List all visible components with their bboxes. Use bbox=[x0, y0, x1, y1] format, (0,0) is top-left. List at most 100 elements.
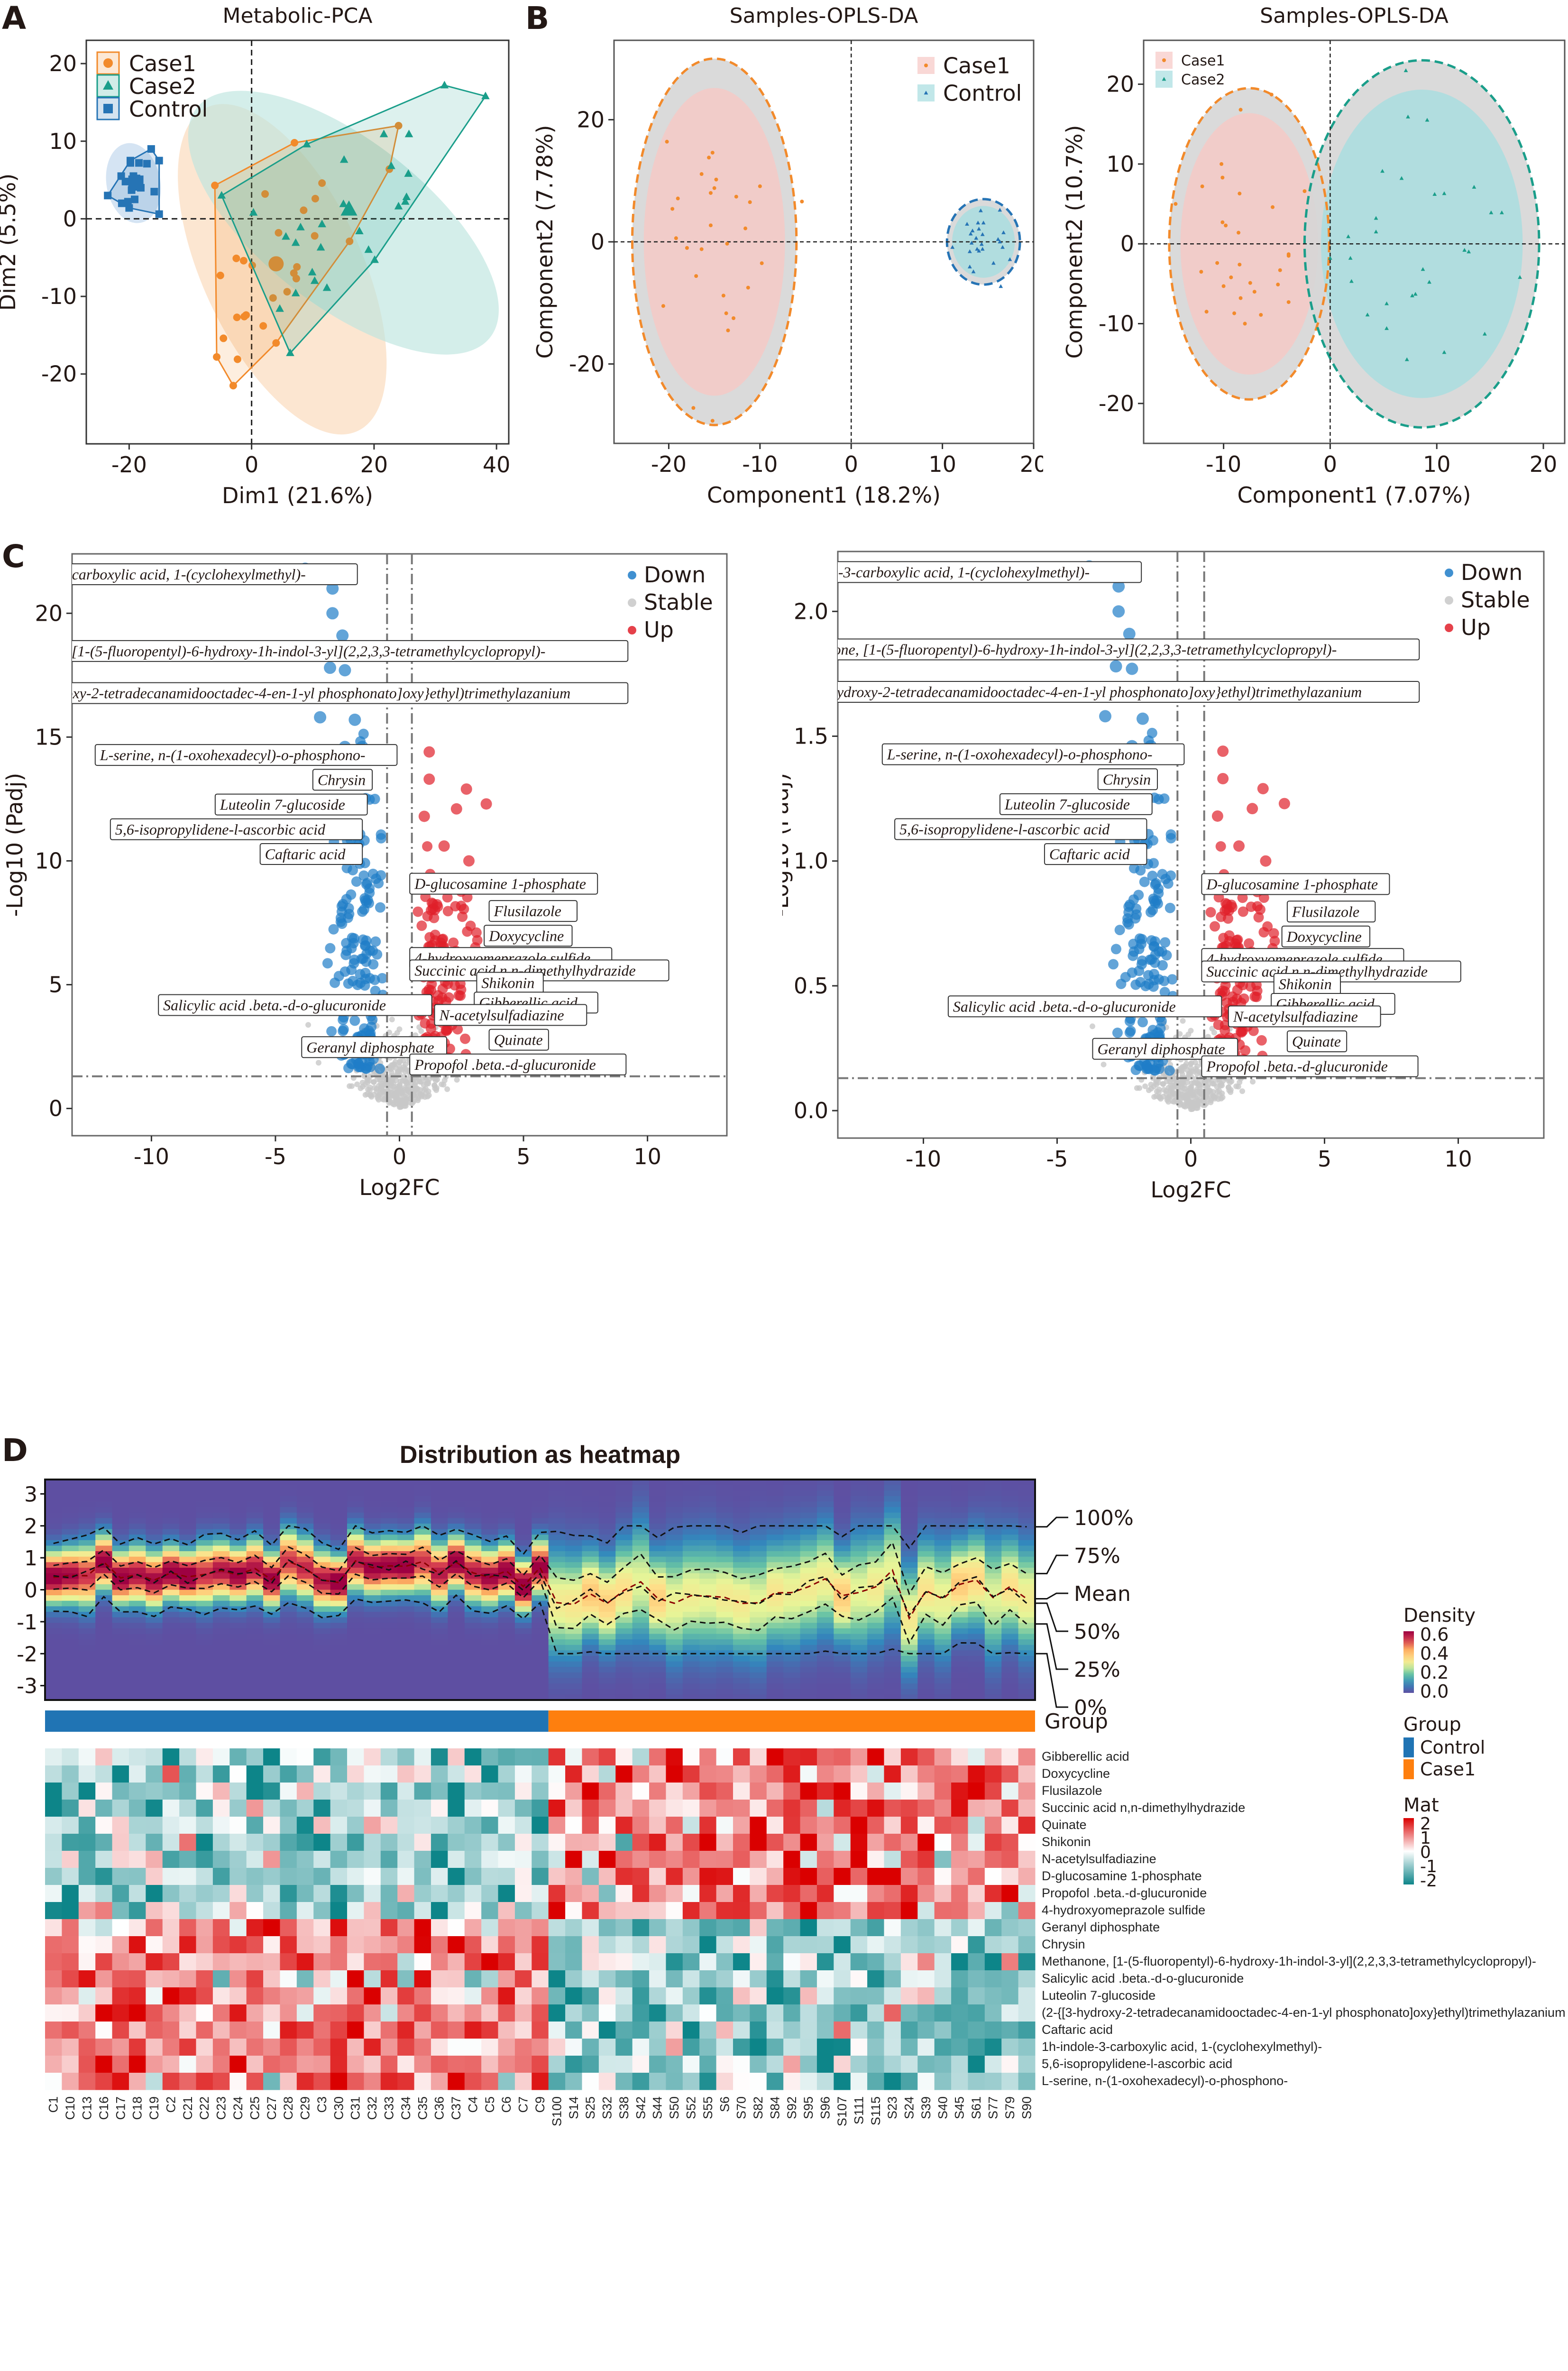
heatmap-cell bbox=[733, 1902, 750, 1920]
density-cell bbox=[146, 1656, 163, 1662]
density-cell bbox=[867, 1524, 884, 1530]
density-cell bbox=[263, 1568, 280, 1574]
density-cell bbox=[800, 1667, 817, 1673]
data-point bbox=[364, 245, 373, 253]
density-cell bbox=[951, 1645, 968, 1651]
heatmap-cell bbox=[45, 1748, 62, 1766]
density-cell bbox=[330, 1634, 348, 1640]
down-point bbox=[376, 829, 386, 840]
heatmap-cell bbox=[816, 1783, 834, 1800]
density-cell bbox=[867, 1600, 884, 1607]
density-cell bbox=[296, 1623, 314, 1629]
density-cell bbox=[162, 1490, 180, 1497]
point-label: Salicylic acid .beta.-d-o-glucuronide bbox=[953, 998, 1176, 1015]
heatmap-cell bbox=[263, 1919, 280, 1937]
stable-point bbox=[1198, 1088, 1204, 1094]
density-cell bbox=[615, 1661, 633, 1667]
density-cell bbox=[884, 1617, 901, 1623]
density-cell bbox=[330, 1689, 348, 1695]
density-cell bbox=[347, 1661, 364, 1667]
point-label: Luteolin 7-glucoside bbox=[1004, 796, 1130, 813]
heatmap-cell bbox=[783, 1868, 801, 1885]
density-cell bbox=[649, 1584, 666, 1590]
density-cell bbox=[397, 1496, 415, 1502]
density-cell bbox=[783, 1661, 801, 1667]
heatmap-cell bbox=[632, 1783, 650, 1800]
heatmap-cell bbox=[330, 1765, 348, 1783]
density-cell bbox=[968, 1689, 985, 1695]
density-cell bbox=[984, 1524, 1002, 1530]
density-cell bbox=[212, 1545, 230, 1552]
heatmap-cell bbox=[682, 1817, 700, 1834]
heatmap-cell bbox=[146, 1851, 163, 1868]
heatmap-cell bbox=[649, 1868, 666, 1885]
heatmap-cell bbox=[951, 1765, 968, 1783]
density-cell bbox=[934, 1606, 952, 1612]
density-cell bbox=[598, 1678, 616, 1684]
density-cell bbox=[146, 1634, 163, 1640]
down-point bbox=[341, 945, 352, 956]
density-cell bbox=[1001, 1507, 1019, 1513]
heatmap-cell bbox=[800, 1817, 817, 1834]
density-cell bbox=[448, 1623, 465, 1629]
heatmap-cell bbox=[448, 1902, 465, 1920]
heatmap-cell bbox=[682, 1902, 700, 1920]
density-cell bbox=[632, 1562, 650, 1568]
row-label: Flusilazole bbox=[1042, 1783, 1102, 1798]
density-cell bbox=[380, 1678, 398, 1684]
data-point bbox=[721, 294, 725, 298]
density-cell bbox=[347, 1678, 364, 1684]
density-cell bbox=[615, 1628, 633, 1634]
density-cell bbox=[750, 1480, 767, 1486]
heatmap-cell bbox=[850, 1800, 868, 1817]
density-cell bbox=[229, 1634, 247, 1640]
density-cell bbox=[699, 1568, 717, 1574]
heatmap-cell bbox=[330, 1834, 348, 1851]
density-cell bbox=[867, 1689, 884, 1695]
density-cell bbox=[750, 1689, 767, 1695]
density-cell bbox=[397, 1600, 415, 1607]
point-label: D-glucosamine 1-phosphate bbox=[414, 875, 586, 892]
heatmap-cell bbox=[330, 1885, 348, 1902]
heatmap-cell bbox=[783, 1765, 801, 1783]
density-cell bbox=[364, 1535, 381, 1541]
up-point bbox=[1205, 907, 1216, 918]
density-cell bbox=[1018, 1656, 1036, 1662]
density-cell bbox=[196, 1650, 213, 1656]
data-point bbox=[970, 229, 975, 233]
density-cell bbox=[179, 1545, 197, 1552]
density-cell bbox=[565, 1606, 582, 1612]
density-cell bbox=[498, 1512, 515, 1518]
density-cell bbox=[968, 1529, 985, 1535]
density-cell bbox=[917, 1540, 935, 1546]
density-cell bbox=[766, 1529, 784, 1535]
density-cell bbox=[900, 1524, 918, 1530]
density-cell bbox=[716, 1628, 734, 1634]
y-axis-label: -Log10 (Padj) bbox=[782, 773, 793, 917]
density-cell bbox=[615, 1551, 633, 1557]
density-cell bbox=[850, 1490, 868, 1497]
row-label: Succinic acid n,n-dimethylhydrazide bbox=[1042, 1801, 1245, 1815]
density-cell bbox=[212, 1556, 230, 1562]
density-cell bbox=[1001, 1556, 1019, 1562]
down-point bbox=[1160, 937, 1171, 948]
heatmap-cell bbox=[498, 1902, 515, 1920]
density-cell bbox=[263, 1518, 280, 1524]
density-cell bbox=[212, 1584, 230, 1590]
heatmap-cell bbox=[699, 1902, 717, 1920]
density-cell bbox=[800, 1623, 817, 1629]
x-tick-label: -5 bbox=[265, 1144, 286, 1169]
density-cell bbox=[783, 1512, 801, 1518]
heatmap-cell bbox=[146, 1748, 163, 1766]
quantile-connector bbox=[1035, 1623, 1068, 1670]
density-cell bbox=[146, 1529, 163, 1535]
heatmap-cell bbox=[867, 1765, 884, 1783]
stable-point bbox=[1179, 1071, 1185, 1077]
heatmap-cell bbox=[615, 1800, 633, 1817]
density-cell bbox=[196, 1490, 213, 1497]
density-cell bbox=[481, 1535, 499, 1541]
density-cell bbox=[766, 1524, 784, 1530]
legend-marker bbox=[103, 104, 113, 113]
heatmap-cell bbox=[179, 1765, 197, 1783]
x-tick-label: 40 bbox=[483, 452, 511, 478]
